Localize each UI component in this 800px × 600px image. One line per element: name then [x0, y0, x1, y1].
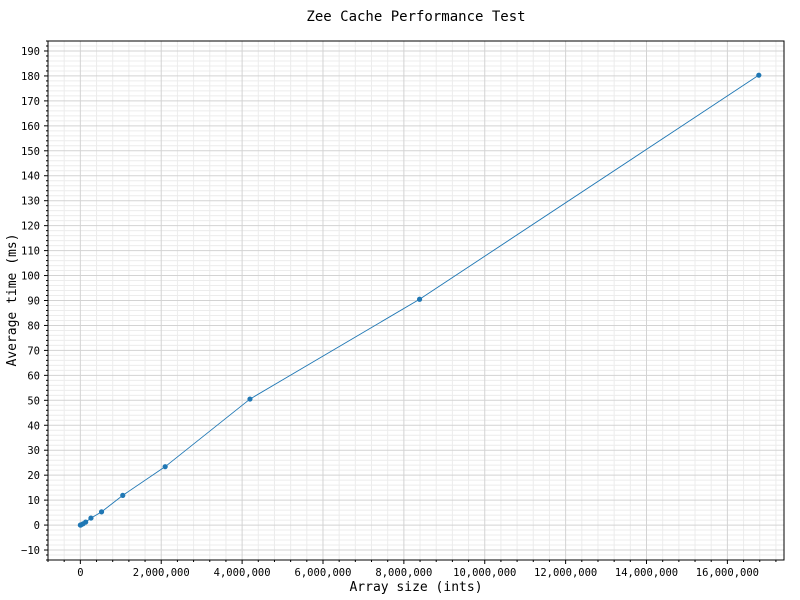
y-tick-label: 120 [21, 221, 40, 233]
data-point [416, 296, 423, 302]
y-tick-label: 110 [21, 246, 40, 258]
x-tick-label: 8,000,000 [375, 567, 432, 579]
data-point [98, 509, 105, 515]
tick-labels: 0 2,000,000 4,000,000 6,000,000 8,000,000 10,… [21, 46, 759, 579]
grid [47, 40, 784, 561]
x-tick-label: 14,000,000 [615, 567, 678, 579]
y-tick-label: 0 [34, 520, 40, 532]
data-point [83, 519, 89, 525]
y-tick-label: 90 [27, 296, 40, 308]
y-tick-label: 80 [27, 320, 40, 332]
y-tick-label: 60 [27, 370, 40, 382]
data-point [247, 396, 253, 402]
plot-frame [47, 40, 785, 561]
y-tick-label: 170 [21, 96, 40, 108]
y-tick-label: 160 [21, 121, 40, 133]
data-point [756, 72, 762, 78]
x-tick-label: 0 [77, 567, 83, 579]
y-tick-label: −10 [21, 545, 40, 557]
data-point [162, 464, 168, 470]
y-tick-label: 70 [27, 345, 40, 357]
y-tick-label: 20 [27, 470, 40, 482]
x-tick-label: 10,000,000 [453, 567, 516, 579]
data-point [88, 515, 94, 521]
y-tick-label: 150 [21, 146, 40, 158]
y-tick-label: 40 [27, 420, 40, 432]
x-tick-label: 12,000,000 [534, 567, 597, 579]
data-point [120, 492, 126, 498]
y-tick-label: 180 [21, 71, 40, 83]
chart-title: Zee Cache Performance Test [306, 9, 525, 25]
y-tick-label: 140 [21, 171, 40, 183]
x-tick-label: 2,000,000 [133, 567, 190, 579]
y-tick-label: 10 [27, 495, 40, 507]
y-axis-label: Average time (ms) [5, 233, 20, 366]
series-layer [77, 72, 762, 528]
x-axis-label: Array size (ints) [349, 580, 482, 595]
x-tick-label: 4,000,000 [214, 567, 271, 579]
y-tick-label: 30 [27, 445, 40, 457]
x-tick-label: 6,000,000 [295, 567, 352, 579]
x-tick-label: 16,000,000 [696, 567, 759, 579]
y-tick-label: 50 [27, 395, 40, 407]
y-tick-label: 100 [21, 271, 40, 283]
y-tick-label: 130 [21, 196, 40, 208]
y-tick-label: 190 [21, 46, 40, 58]
